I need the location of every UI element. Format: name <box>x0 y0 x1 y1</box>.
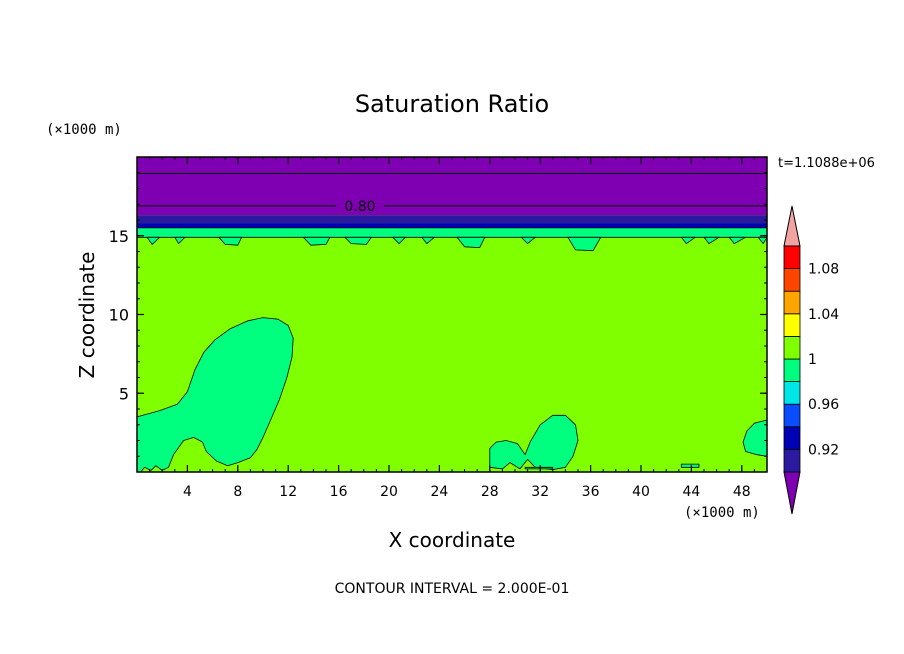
y-tick-label-5: 5 <box>119 384 129 403</box>
colorbar-segment-9 <box>783 245 801 270</box>
region-near_saturation-13 <box>421 236 435 245</box>
y-tick-label-15: 15 <box>109 227 129 246</box>
region-near_saturation-10 <box>302 236 331 246</box>
region-near_saturation-7 <box>146 236 161 245</box>
chart-title: Saturation Ratio <box>355 90 549 118</box>
y-axis-label: Z coordinate <box>75 252 99 379</box>
x-tick-label-48: 48 <box>733 484 751 500</box>
x-axis: 4 8 12 16 20 24 28 32 36 40 44 48 <box>149 157 755 500</box>
colorbar-segment-4 <box>783 358 801 383</box>
region-near_saturation-12 <box>392 236 406 245</box>
region-near_saturation-8 <box>174 236 186 245</box>
region-top_band-0 <box>137 157 767 216</box>
colorbar-label-0.96: 0.96 <box>808 397 839 413</box>
colorbar-segment-5 <box>783 335 801 360</box>
colorbar-segment-8 <box>783 268 801 292</box>
region-near_saturation-22 <box>680 463 700 468</box>
colorbar-segment-7 <box>783 290 801 315</box>
contour-label: 0.80 <box>344 199 375 215</box>
colorbar-segment-0 <box>783 448 801 473</box>
colorbar-under-triangle <box>783 471 801 515</box>
region-near_saturation-14 <box>456 236 486 249</box>
region-near_saturation-17 <box>680 236 696 245</box>
y-axis: 5 10 15 <box>109 172 767 457</box>
colorbar-segment-3 <box>783 381 801 405</box>
contour-lines: 0.80 <box>137 173 767 215</box>
contour-interval-note: CONTOUR INTERVAL = 2.000E-01 <box>335 581 570 597</box>
time-label: t=1.1088e+06 <box>778 156 875 171</box>
x-tick-label-36: 36 <box>582 484 600 500</box>
x-tick-label-28: 28 <box>481 484 499 500</box>
colorbar-over-triangle <box>783 205 801 247</box>
colorbar-segment-2 <box>783 403 801 428</box>
region-near_saturation-16 <box>567 236 602 252</box>
colorbar-segment-1 <box>783 426 801 450</box>
region-transition_blue-2 <box>137 223 767 228</box>
x-tick-label-12: 12 <box>279 484 297 500</box>
x-tick-label-24: 24 <box>430 484 448 500</box>
y-tick-label-10: 10 <box>109 306 129 325</box>
colorbar-label-1.04: 1.04 <box>808 307 839 323</box>
region-near_saturation-21 <box>524 466 554 470</box>
region-near_saturation-18 <box>703 236 720 245</box>
x-tick-label-32: 32 <box>531 484 549 500</box>
x-unit-label: (×1000 m) <box>684 505 760 521</box>
colorbar: 0.92 0.96 1 1.04 1.08 <box>783 205 839 515</box>
colorbar-label-1.08: 1.08 <box>808 262 839 278</box>
x-tick-label-16: 16 <box>330 484 348 500</box>
y-unit-label: (×1000 m) <box>46 122 122 138</box>
x-tick-label-4: 4 <box>183 484 192 500</box>
colorbar-segment-6 <box>783 313 801 337</box>
x-tick-label-44: 44 <box>682 484 700 500</box>
x-axis-label: X coordinate <box>389 528 516 552</box>
x-tick-label-20: 20 <box>380 484 398 500</box>
x-tick-label-40: 40 <box>632 484 650 500</box>
region-near_saturation-11 <box>344 236 372 245</box>
contour-fills <box>136 157 768 473</box>
region-near_saturation-3 <box>136 227 768 238</box>
region-near_saturation-20 <box>757 236 768 245</box>
region-near_saturation-9 <box>218 236 243 246</box>
x-tick-label-8: 8 <box>233 484 242 500</box>
colorbar-label-0.92: 0.92 <box>808 442 839 458</box>
colorbar-label-1: 1 <box>808 352 817 368</box>
region-near_saturation-15 <box>520 236 536 245</box>
region-near_saturation-5 <box>489 414 579 471</box>
region-transition_dark-1 <box>137 215 767 224</box>
region-near_saturation-19 <box>728 236 746 245</box>
region-near_saturation-4 <box>136 317 294 473</box>
